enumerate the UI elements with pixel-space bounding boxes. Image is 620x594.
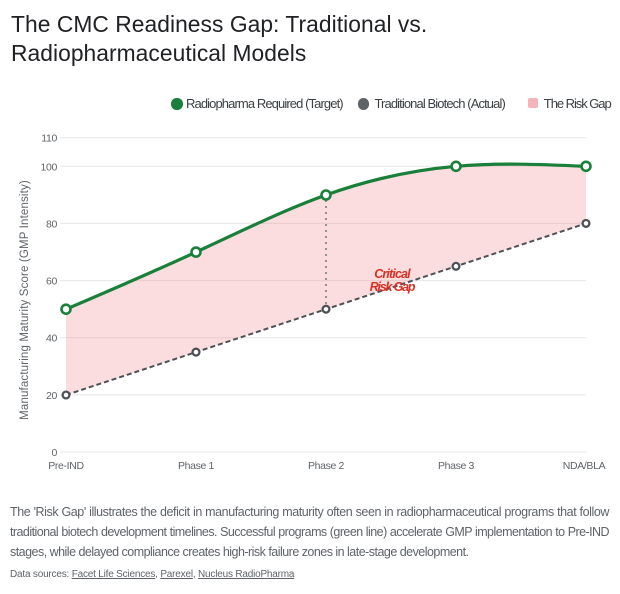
svg-text:Phase 2: Phase 2 bbox=[308, 460, 345, 472]
svg-text:60: 60 bbox=[46, 276, 57, 288]
svg-text:Pre-IND: Pre-IND bbox=[48, 460, 84, 472]
svg-text:100: 100 bbox=[41, 161, 58, 173]
svg-text:Phase 3: Phase 3 bbox=[438, 460, 475, 472]
svg-text:110: 110 bbox=[41, 133, 57, 145]
svg-text:0: 0 bbox=[52, 447, 58, 459]
svg-text:NDA/BLA: NDA/BLA bbox=[563, 460, 606, 472]
svg-text:Risk Gap: Risk Gap bbox=[370, 280, 416, 294]
svg-text:Critical: Critical bbox=[374, 267, 411, 281]
svg-text:Manufacturing Maturity Score (: Manufacturing Maturity Score (GMP Intens… bbox=[19, 180, 31, 420]
svg-text:40: 40 bbox=[46, 333, 57, 345]
svg-text:80: 80 bbox=[46, 218, 57, 230]
svg-text:20: 20 bbox=[46, 390, 57, 402]
svg-text:Phase 1: Phase 1 bbox=[178, 460, 215, 472]
